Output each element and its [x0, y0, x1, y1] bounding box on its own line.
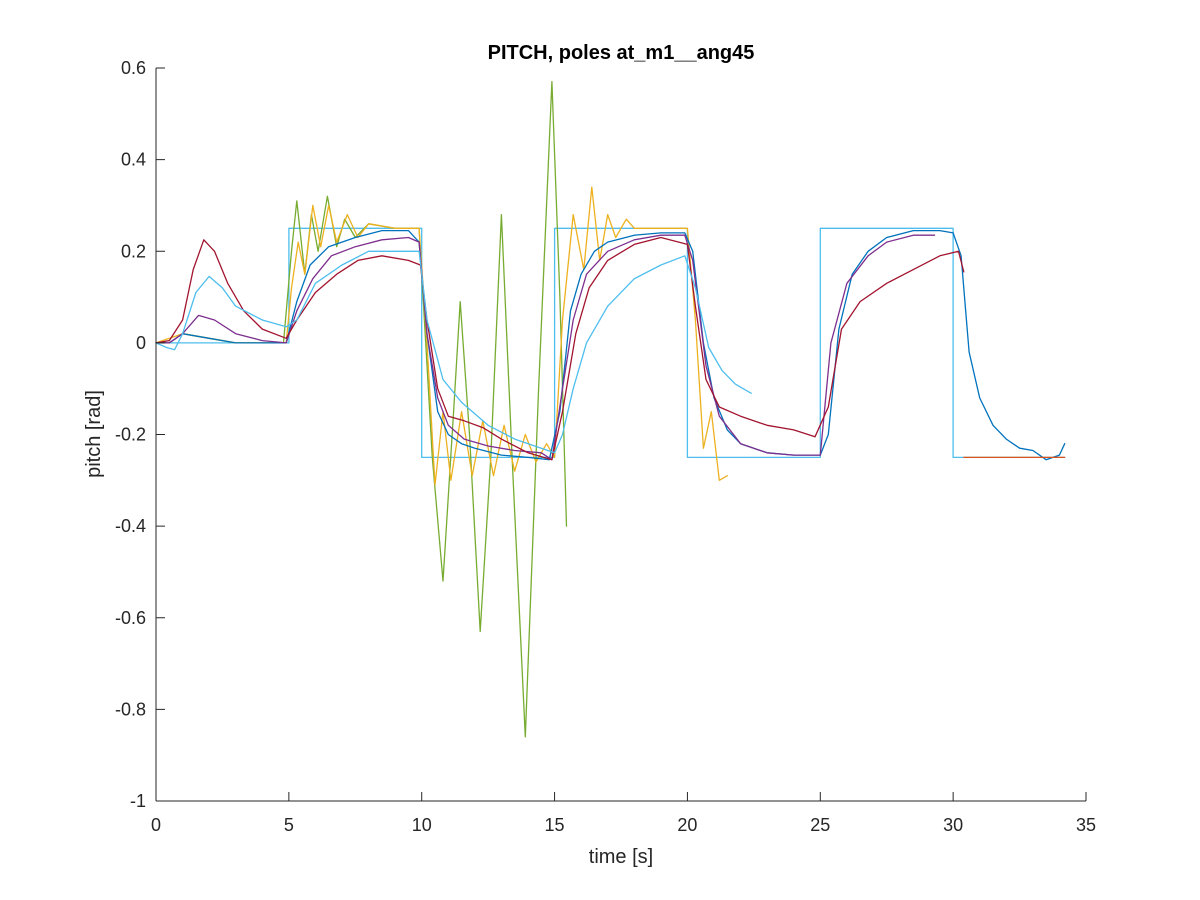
x-tick-label: 0 [151, 815, 161, 835]
y-tick-label: 0.4 [121, 150, 146, 170]
x-axis-label: time [s] [589, 846, 653, 868]
y-tick-label: 0.2 [121, 241, 146, 261]
x-tick-label: 15 [545, 815, 565, 835]
x-tick-label: 25 [810, 815, 830, 835]
series-line-5 [155, 234, 936, 461]
chart-title: PITCH, poles at_m1__ang45 [488, 42, 755, 64]
x-ticks: 0 5 10 15 20 25 30 35 [151, 792, 1096, 835]
x-tick-label: 35 [1076, 815, 1096, 835]
series-layer [155, 81, 1066, 738]
y-tick-label: -1 [130, 791, 146, 811]
plot-area [156, 68, 1086, 801]
y-ticks: -1 -0.8 -0.6 -0.4 -0.2 0 0.2 0.4 0.6 [115, 58, 165, 811]
series-line-7 [155, 250, 752, 454]
y-tick-label: 0.6 [121, 58, 146, 78]
x-tick-label: 5 [284, 815, 294, 835]
y-tick-label: -0.6 [115, 608, 146, 628]
series-line-4 [155, 229, 1066, 461]
y-tick-label: 0 [136, 333, 146, 353]
x-tick-label: 20 [677, 815, 697, 835]
y-axis-label: pitch [rad] [83, 390, 105, 478]
y-tick-label: -0.2 [115, 425, 146, 445]
y-tick-label: -0.8 [115, 699, 146, 719]
x-tick-label: 30 [943, 815, 963, 835]
x-tick-label: 10 [412, 815, 432, 835]
y-tick-label: -0.4 [115, 516, 146, 536]
series-line-6 [155, 236, 965, 461]
